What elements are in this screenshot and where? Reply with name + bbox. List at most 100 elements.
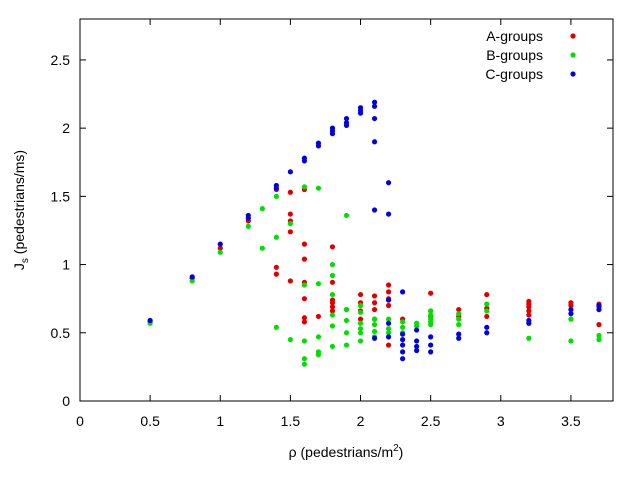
b-groups-point [596,337,602,343]
a-groups-point [287,211,293,217]
b-groups-point [329,261,336,268]
x-tick-label: 2 [357,413,365,429]
c-groups-point [428,334,434,340]
a-groups-point [287,189,293,195]
a-groups-point [385,289,392,295]
c-groups-point [428,349,434,355]
b-groups-point [343,212,350,219]
a-groups-point [273,264,279,270]
c-groups-point [414,347,420,354]
c-groups-point [456,331,462,337]
c-groups-point [596,302,602,309]
a-groups-point [329,244,336,250]
b-groups-point [315,334,322,340]
b-groups-point [315,281,322,287]
c-groups-point [315,143,322,149]
c-groups-point [484,324,490,330]
a-groups-point [315,313,322,320]
a-groups-point [301,319,308,325]
b-groups-point [357,320,364,326]
b-groups-point [301,361,308,367]
a-groups-point [329,304,336,310]
c-groups-point [371,103,378,109]
b-groups-point [301,356,308,362]
a-groups-point [596,322,602,328]
a-groups-point [357,316,364,322]
c-groups-point [343,115,350,122]
c-groups-point [385,334,392,340]
b-groups-point [329,291,336,298]
b-groups-point [259,206,265,212]
x-tick-label: 3.5 [561,413,581,429]
b-groups-point [456,316,462,322]
b-groups-point [329,343,336,350]
x-tick-label: 1 [216,413,224,429]
x-tick-label: 2.5 [421,413,441,429]
b-groups-point [371,328,378,335]
b-groups-point [217,249,223,255]
c-groups-point [147,317,153,324]
b-groups-point [400,324,406,330]
y-tick-label: 1 [62,257,70,273]
a-groups-point [287,278,293,284]
b-groups-point [301,282,308,288]
a-groups-point [526,308,532,314]
b-groups-point [428,308,434,314]
a-groups-point [329,279,336,285]
a-groups-point [301,296,308,302]
b-groups-point [315,352,322,358]
a-groups-point [217,245,223,251]
b-groups-point [343,330,350,336]
b-groups-point [343,306,350,313]
legend-label-b-groups: B-groups [486,47,543,63]
a-groups-point [273,271,279,277]
legend: A-groups B-groups C-groups [485,28,576,82]
c-groups-point [400,337,406,343]
x-tick-label: 0.5 [140,413,160,429]
a-groups-point [329,300,336,306]
c-groups-point [385,180,392,186]
legend-marker-c-groups [570,71,576,77]
b-groups-point [456,322,462,328]
b-groups-point [273,324,279,330]
a-groups-point [484,313,490,320]
y-axis: 0 0.5 1 1.5 2 2.5 [51,52,613,409]
c-groups-point [456,335,462,341]
a-groups-point [357,291,364,298]
data-points [147,99,602,367]
y-tick-label: 0 [62,393,70,409]
c-groups-point [301,158,308,164]
a-groups-point [371,306,378,313]
c-groups-point [414,343,420,350]
b-groups-point [357,302,364,309]
b-groups-point [357,326,364,332]
c-groups-point [596,306,602,313]
c-groups-point [385,297,392,303]
c-groups-point [526,320,532,326]
a-groups-point [329,308,336,314]
c-groups-point [568,306,574,313]
a-groups-point [371,300,378,306]
x-axis-label: ρ (pedestrians/m2) [289,443,404,460]
b-groups-point [568,316,574,322]
b-groups-point [273,193,279,199]
y-tick-label: 1.5 [51,188,71,204]
b-groups-point [357,330,364,336]
c-groups-point [414,338,420,344]
b-groups-point [357,338,364,344]
x-tick-label: 0 [76,413,84,429]
x-tick-label: 1.5 [281,413,301,429]
a-groups-point [301,241,308,247]
b-groups-point [287,221,293,227]
a-groups-point [568,302,574,309]
c-groups-point [357,110,364,116]
c-groups-point [189,274,195,280]
a-groups-point [526,312,532,318]
c-groups-point [428,342,434,348]
a-groups-point [287,229,293,235]
y-tick-label: 2.5 [51,52,71,68]
b-groups-point [357,309,364,315]
c-groups-point [329,125,336,131]
b-groups-point [329,323,336,329]
a-groups-point [385,282,392,288]
